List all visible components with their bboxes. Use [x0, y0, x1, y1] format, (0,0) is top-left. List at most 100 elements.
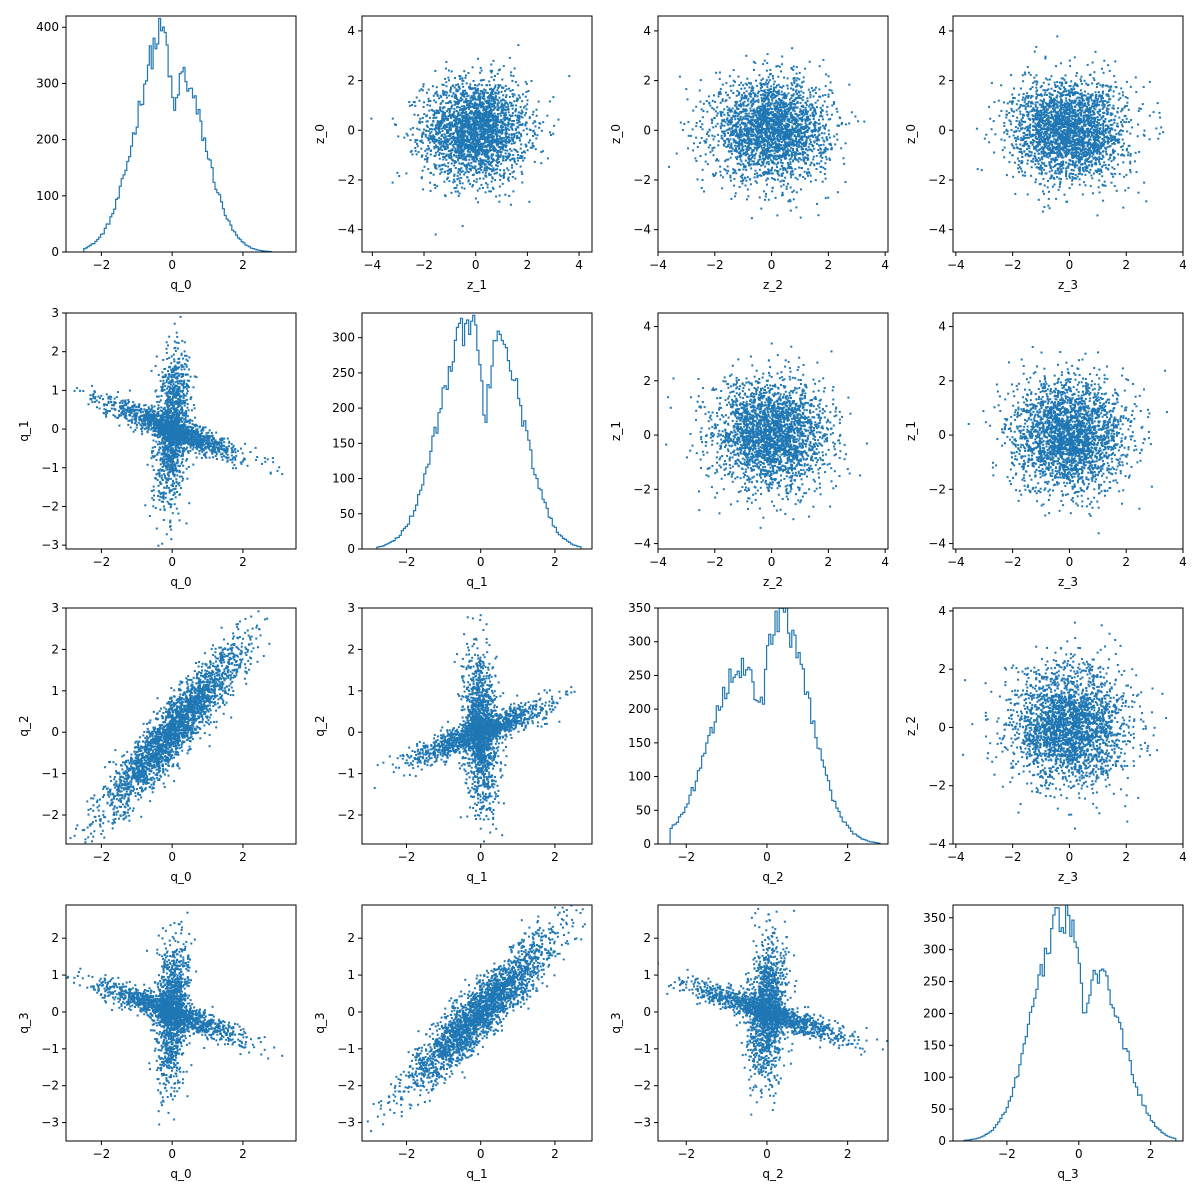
scatter-point [486, 161, 489, 164]
scatter-point [443, 91, 446, 94]
scatter-point [519, 112, 522, 115]
scatter-point [476, 136, 479, 139]
scatter-point [802, 110, 804, 113]
scatter-point [825, 158, 828, 161]
scatter-point [513, 100, 516, 103]
scatter-point [459, 92, 462, 95]
scatter-point [502, 169, 505, 172]
scatter-point [523, 151, 526, 154]
scatter-point [486, 144, 489, 146]
scatter-point [695, 160, 698, 162]
scatter-point [796, 125, 799, 128]
scatter-point [464, 112, 467, 115]
scatter-point [465, 168, 468, 171]
scatter-point [795, 142, 798, 145]
scatter-point [529, 129, 532, 131]
scatter-point [489, 173, 492, 176]
scatter-point [795, 141, 798, 144]
x-tick-label: 2 [239, 258, 247, 272]
scatter-point [459, 142, 462, 145]
scatter-point [458, 179, 461, 182]
scatter-point [786, 112, 789, 115]
scatter-point [456, 184, 459, 187]
scatter-point [429, 150, 432, 152]
scatter-point [727, 132, 730, 134]
scatter-point [791, 84, 794, 87]
scatter-point [425, 155, 428, 158]
scatter-point [533, 160, 536, 163]
scatter-point [505, 135, 508, 138]
scatter-point [777, 83, 780, 86]
scatter-point [793, 127, 796, 130]
scatter-point [463, 119, 466, 122]
scatter-point [750, 90, 753, 93]
scatter-point [745, 54, 748, 57]
scatter-point [478, 147, 481, 150]
scatter-point [478, 126, 481, 129]
scatter-point [435, 144, 437, 147]
scatter-point [766, 91, 769, 94]
scatter-point [456, 115, 458, 118]
scatter-point [477, 104, 480, 106]
scatter-point [553, 124, 556, 127]
scatter-point [781, 179, 784, 182]
scatter-point [416, 145, 419, 148]
scatter-point [759, 87, 762, 90]
scatter-point [480, 122, 482, 125]
scatter-point [742, 117, 745, 120]
scatter-point [474, 101, 476, 104]
scatter-point [517, 154, 520, 156]
scatter-point [732, 130, 735, 133]
scatter-point [774, 113, 777, 115]
scatter-point [446, 144, 449, 147]
scatter-point [787, 120, 790, 122]
scatter-point [767, 81, 770, 84]
scatter-point [502, 159, 505, 162]
scatter-point [822, 152, 825, 154]
scatter-point [759, 121, 762, 124]
scatter-point [780, 128, 783, 131]
scatter-point [467, 94, 470, 97]
scatter-point [509, 148, 512, 151]
scatter-point [523, 150, 526, 153]
scatter-point [425, 158, 428, 161]
scatter-point [496, 139, 498, 142]
scatter-point [467, 148, 470, 151]
scatter-point [490, 164, 493, 167]
scatter-point [497, 92, 500, 95]
scatter-point [737, 136, 740, 139]
scatter-point [418, 128, 421, 131]
scatter-point [519, 154, 522, 157]
scatter-point [499, 175, 502, 178]
scatter-point [760, 96, 763, 99]
scatter-point [716, 106, 719, 109]
scatter-point [461, 155, 464, 158]
scatter-point [817, 130, 820, 133]
scatter-point [798, 114, 801, 117]
scatter-point [701, 168, 704, 171]
scatter-point [442, 126, 445, 129]
scatter-point [742, 153, 745, 156]
scatter-point [486, 120, 489, 123]
scatter-point [423, 101, 426, 104]
scatter-point [456, 106, 458, 109]
scatter-point [450, 170, 453, 173]
scatter-point [770, 96, 773, 98]
scatter-point [498, 194, 501, 197]
scatter-point [779, 103, 782, 106]
scatter-point [752, 142, 755, 145]
scatter-point [805, 140, 808, 143]
scatter-point [443, 93, 445, 96]
scatter-point [778, 174, 781, 177]
scatter-point [798, 174, 801, 176]
scatter-point [474, 124, 477, 127]
scatter-point [692, 109, 695, 112]
scatter-point [445, 153, 448, 156]
scatter-point [780, 173, 783, 176]
scatter-point [765, 79, 768, 82]
scatter-point [465, 110, 468, 113]
scatter-point [483, 149, 486, 152]
scatter-point [813, 133, 816, 136]
scatter-point [489, 107, 492, 109]
scatter-point [761, 149, 764, 151]
